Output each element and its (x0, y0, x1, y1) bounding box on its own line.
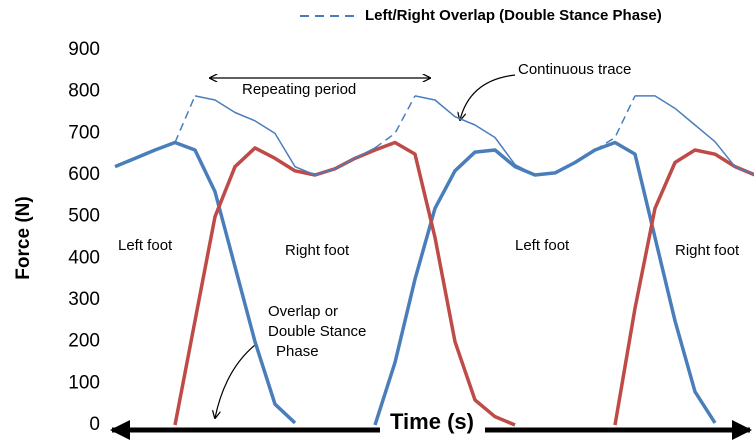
series-line (174, 95, 636, 151)
series-line (114, 140, 717, 426)
y-axis-label: Force (N) (13, 196, 34, 279)
annotation: Right foot (675, 242, 740, 259)
annotation: Phase (276, 343, 319, 360)
y-tick-label: 700 (68, 122, 100, 143)
y-tick-label: 500 (68, 206, 100, 227)
y-tick-label: 400 (68, 247, 100, 268)
annotation: Continuous trace (518, 61, 631, 78)
y-tick-label: 0 (89, 414, 100, 435)
y-tick-label: 100 (68, 372, 100, 393)
y-tick-label: 900 (68, 39, 100, 60)
y-tick-label: 600 (68, 164, 100, 185)
annotation: Left foot (118, 237, 173, 254)
annotation: Right foot (285, 242, 350, 259)
y-tick-label: 300 (68, 289, 100, 310)
annotation: Double Stance (268, 323, 366, 340)
annotation: Repeating period (242, 81, 356, 98)
y-tick-label: 800 (68, 81, 100, 102)
annotation: Overlap or (268, 303, 338, 320)
annotation: Left foot (515, 237, 570, 254)
overlap-arrow (215, 344, 256, 418)
trace-arrow (460, 74, 516, 120)
x-axis-label: Time (s) (390, 409, 474, 434)
y-tick-label: 200 (68, 331, 100, 352)
legend-label: Left/Right Overlap (Double Stance Phase) (365, 7, 662, 24)
series-line (194, 95, 754, 176)
